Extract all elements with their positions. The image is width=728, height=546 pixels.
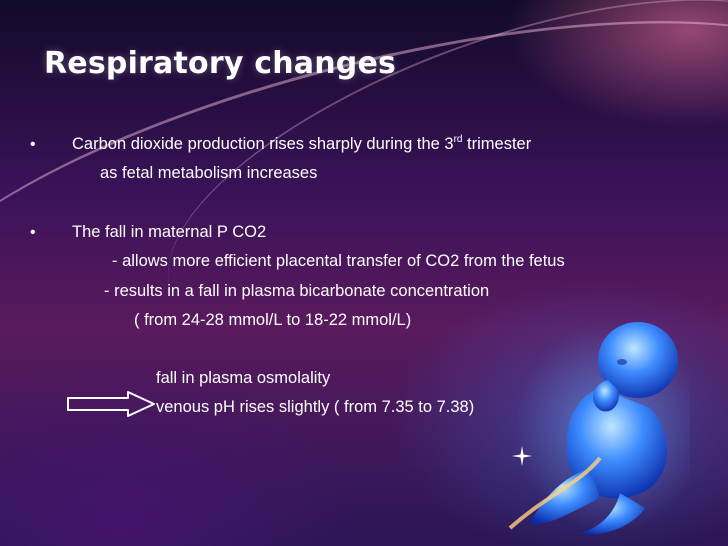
bullet2-line1: The fall in maternal P CO2	[72, 223, 267, 241]
fetus-illustration	[508, 322, 690, 535]
effect-osmolality: fall in plasma osmolality	[156, 369, 331, 387]
ordinal-suffix: rd	[453, 134, 463, 145]
sparkle-icon	[512, 446, 532, 466]
bullet2-line2: - allows more efficient placental transf…	[112, 252, 565, 270]
slide-title: Respiratory changes	[44, 46, 397, 81]
bullet1-line1: Carbon dioxide production rises sharply …	[72, 134, 532, 154]
right-arrow-icon	[67, 391, 155, 417]
bullet-marker: •	[30, 224, 36, 241]
bullet2-line3: - results in a fall in plasma bicarbonat…	[104, 282, 490, 300]
bullet1-line1-tail: trimester	[462, 135, 532, 153]
bullet-marker: •	[30, 136, 36, 153]
bullet2-line4: ( from 24-28 mmol/L to 18-22 mmol/L)	[134, 311, 412, 329]
bullet1-line1-text: Carbon dioxide production rises sharply …	[72, 135, 454, 153]
effect-venous-ph: venous pH rises slightly ( from 7.35 to …	[156, 398, 475, 416]
bullet1-line2: as fetal metabolism increases	[100, 164, 318, 182]
